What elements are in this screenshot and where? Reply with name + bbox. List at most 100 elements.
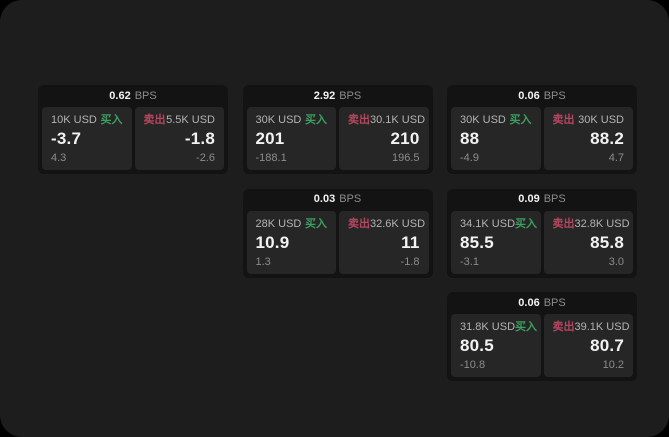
sell-price: 88.2 bbox=[590, 129, 624, 148]
sell-delta: -1.8 bbox=[400, 255, 420, 268]
bps-unit: BPS bbox=[339, 89, 362, 102]
buy-side-label: 买入 bbox=[305, 217, 327, 230]
buy-delta: 4.3 bbox=[51, 152, 67, 164]
sell-panel[interactable]: 卖出 5.5K USD -1.8 -2.6 bbox=[134, 107, 224, 170]
quote-card: 0.06 BPS 31.8K USD 买入 80.5 -10.8 卖出 39.1… bbox=[447, 292, 637, 381]
buy-size-label: 10K USD bbox=[51, 114, 97, 126]
cards-grid: 0.62 BPS 10K USD 买入 -3.7 4.3 卖出 5.5K USD… bbox=[38, 85, 637, 381]
sell-panel[interactable]: 卖出 30K USD 88.2 4.7 bbox=[543, 107, 633, 170]
bps-value: 0.06 bbox=[518, 89, 540, 102]
card-body: 30K USD 买入 88 -4.9 卖出 30K USD 88.2 4.7 bbox=[447, 107, 637, 174]
sell-delta: 196.5 bbox=[391, 152, 420, 164]
bps-value: 0.62 bbox=[109, 89, 131, 102]
buy-delta: -188.1 bbox=[255, 152, 287, 164]
buy-panel[interactable]: 10K USD 买入 -3.7 4.3 bbox=[42, 107, 132, 170]
bps-unit: BPS bbox=[339, 193, 362, 205]
buy-panel-header: 31.8K USD 买入 bbox=[460, 321, 537, 333]
sell-price: 80.7 bbox=[590, 336, 624, 355]
bps-value: 0.03 bbox=[313, 193, 336, 205]
buy-price: 10.9 bbox=[255, 232, 290, 252]
buy-panel[interactable]: 30K USD 买入 201 -188.1 bbox=[246, 107, 336, 170]
sell-price: 85.8 bbox=[590, 232, 624, 252]
buy-side-label: 买入 bbox=[515, 217, 538, 230]
bps-unit: BPS bbox=[543, 296, 566, 309]
buy-price: 88 bbox=[460, 129, 480, 148]
sell-delta: 3.0 bbox=[608, 255, 624, 268]
buy-panel[interactable]: 30K USD 买入 88 -4.9 bbox=[451, 107, 541, 170]
quote-card: 0.03 BPS 28K USD 买入 10.9 1.3 卖出 32.6K US… bbox=[242, 188, 433, 278]
sell-panel[interactable]: 卖出 30.1K USD 210 196.5 bbox=[339, 107, 429, 170]
sell-panel[interactable]: 卖出 32.8K USD 85.8 3.0 bbox=[543, 210, 633, 274]
buy-panel[interactable]: 34.1K USD 买入 85.5 -3.1 bbox=[451, 210, 541, 274]
sell-side-label: 卖出 bbox=[552, 321, 575, 333]
sell-delta: 4.7 bbox=[608, 152, 624, 164]
sell-panel-header: 卖出 30.1K USD bbox=[348, 114, 425, 126]
buy-panel[interactable]: 28K USD 买入 10.9 1.3 bbox=[246, 210, 336, 274]
sell-side-label: 卖出 bbox=[348, 114, 370, 126]
card-body: 28K USD 买入 10.9 1.3 卖出 32.6K USD 11 -1.8 bbox=[243, 210, 433, 278]
card-body: 34.1K USD 买入 85.5 -3.1 卖出 32.8K USD 85.8… bbox=[447, 210, 637, 278]
buy-size-label: 34.1K USD bbox=[460, 217, 516, 230]
buy-panel-header: 30K USD 买入 bbox=[460, 114, 532, 126]
sell-panel-header: 卖出 32.6K USD bbox=[348, 217, 425, 230]
buy-panel-header: 28K USD 买入 bbox=[256, 218, 328, 230]
card-header: 2.92 BPS bbox=[243, 85, 433, 107]
sell-panel-header: 卖出 32.8K USD bbox=[552, 217, 630, 230]
card-header: 0.62 BPS bbox=[38, 85, 228, 107]
sell-panel[interactable]: 卖出 39.1K USD 80.7 10.2 bbox=[543, 314, 633, 377]
sell-size-label: 32.8K USD bbox=[574, 217, 630, 230]
buy-size-label: 30K USD bbox=[460, 114, 506, 126]
sell-size-label: 39.1K USD bbox=[574, 321, 630, 333]
bps-unit: BPS bbox=[543, 89, 566, 102]
buy-size-label: 31.8K USD bbox=[460, 321, 516, 333]
sell-side-label: 卖出 bbox=[552, 217, 575, 230]
buy-price: 85.5 bbox=[460, 232, 494, 252]
sell-price: 210 bbox=[390, 129, 420, 148]
bps-unit: BPS bbox=[543, 193, 566, 205]
bps-value: 0.09 bbox=[518, 193, 540, 205]
sell-side-label: 卖出 bbox=[143, 114, 166, 126]
buy-panel[interactable]: 31.8K USD 买入 80.5 -10.8 bbox=[451, 314, 541, 377]
sell-panel-header: 卖出 30K USD bbox=[553, 114, 625, 126]
buy-price: -3.7 bbox=[51, 129, 82, 148]
card-header: 0.06 BPS bbox=[447, 85, 637, 107]
sell-price: -1.8 bbox=[184, 129, 215, 148]
quote-card: 0.06 BPS 30K USD 买入 88 -4.9 卖出 30K USD 8… bbox=[447, 85, 637, 174]
bps-unit: BPS bbox=[134, 89, 157, 102]
card-body: 30K USD 买入 201 -188.1 卖出 30.1K USD 210 1… bbox=[243, 107, 433, 174]
buy-price: 201 bbox=[255, 129, 285, 148]
sell-delta: -2.6 bbox=[196, 152, 215, 164]
buy-price: 80.5 bbox=[460, 336, 494, 355]
sell-size-label: 30.1K USD bbox=[370, 114, 426, 126]
sell-panel[interactable]: 卖出 32.6K USD 11 -1.8 bbox=[339, 210, 429, 274]
card-body: 10K USD 买入 -3.7 4.3 卖出 5.5K USD -1.8 -2.… bbox=[38, 107, 228, 174]
buy-delta: -10.8 bbox=[460, 359, 486, 371]
bps-value: 0.06 bbox=[518, 296, 540, 309]
buy-side-label: 买入 bbox=[515, 321, 538, 333]
buy-size-label: 28K USD bbox=[255, 217, 302, 230]
card-header: 0.03 BPS bbox=[243, 189, 433, 211]
buy-panel-header: 30K USD 买入 bbox=[256, 114, 328, 126]
sell-size-label: 30K USD bbox=[578, 114, 624, 126]
sell-side-label: 卖出 bbox=[348, 217, 370, 230]
sell-panel-header: 卖出 39.1K USD bbox=[552, 321, 630, 333]
sell-size-label: 5.5K USD bbox=[166, 114, 215, 126]
buy-delta: 1.3 bbox=[255, 255, 271, 268]
card-header: 0.09 BPS bbox=[447, 189, 637, 211]
buy-delta: -3.1 bbox=[460, 255, 479, 268]
card-body: 31.8K USD 买入 80.5 -10.8 卖出 39.1K USD 80.… bbox=[447, 314, 637, 381]
card-header: 0.06 BPS bbox=[447, 292, 637, 314]
buy-side-label: 买入 bbox=[509, 114, 532, 126]
sell-size-label: 32.6K USD bbox=[370, 217, 426, 230]
quote-card: 2.92 BPS 30K USD 买入 201 -188.1 卖出 30.1K … bbox=[242, 85, 433, 174]
sell-panel-header: 卖出 5.5K USD bbox=[144, 114, 216, 126]
quote-card: 0.62 BPS 10K USD 买入 -3.7 4.3 卖出 5.5K USD… bbox=[38, 85, 228, 174]
bps-value: 2.92 bbox=[313, 89, 336, 102]
sell-delta: 10.2 bbox=[602, 359, 624, 371]
buy-side-label: 买入 bbox=[305, 114, 327, 126]
sell-price: 11 bbox=[401, 232, 420, 252]
buy-panel-header: 34.1K USD 买入 bbox=[460, 217, 537, 230]
buy-delta: -4.9 bbox=[460, 152, 479, 164]
buy-panel-header: 10K USD 买入 bbox=[51, 114, 123, 126]
